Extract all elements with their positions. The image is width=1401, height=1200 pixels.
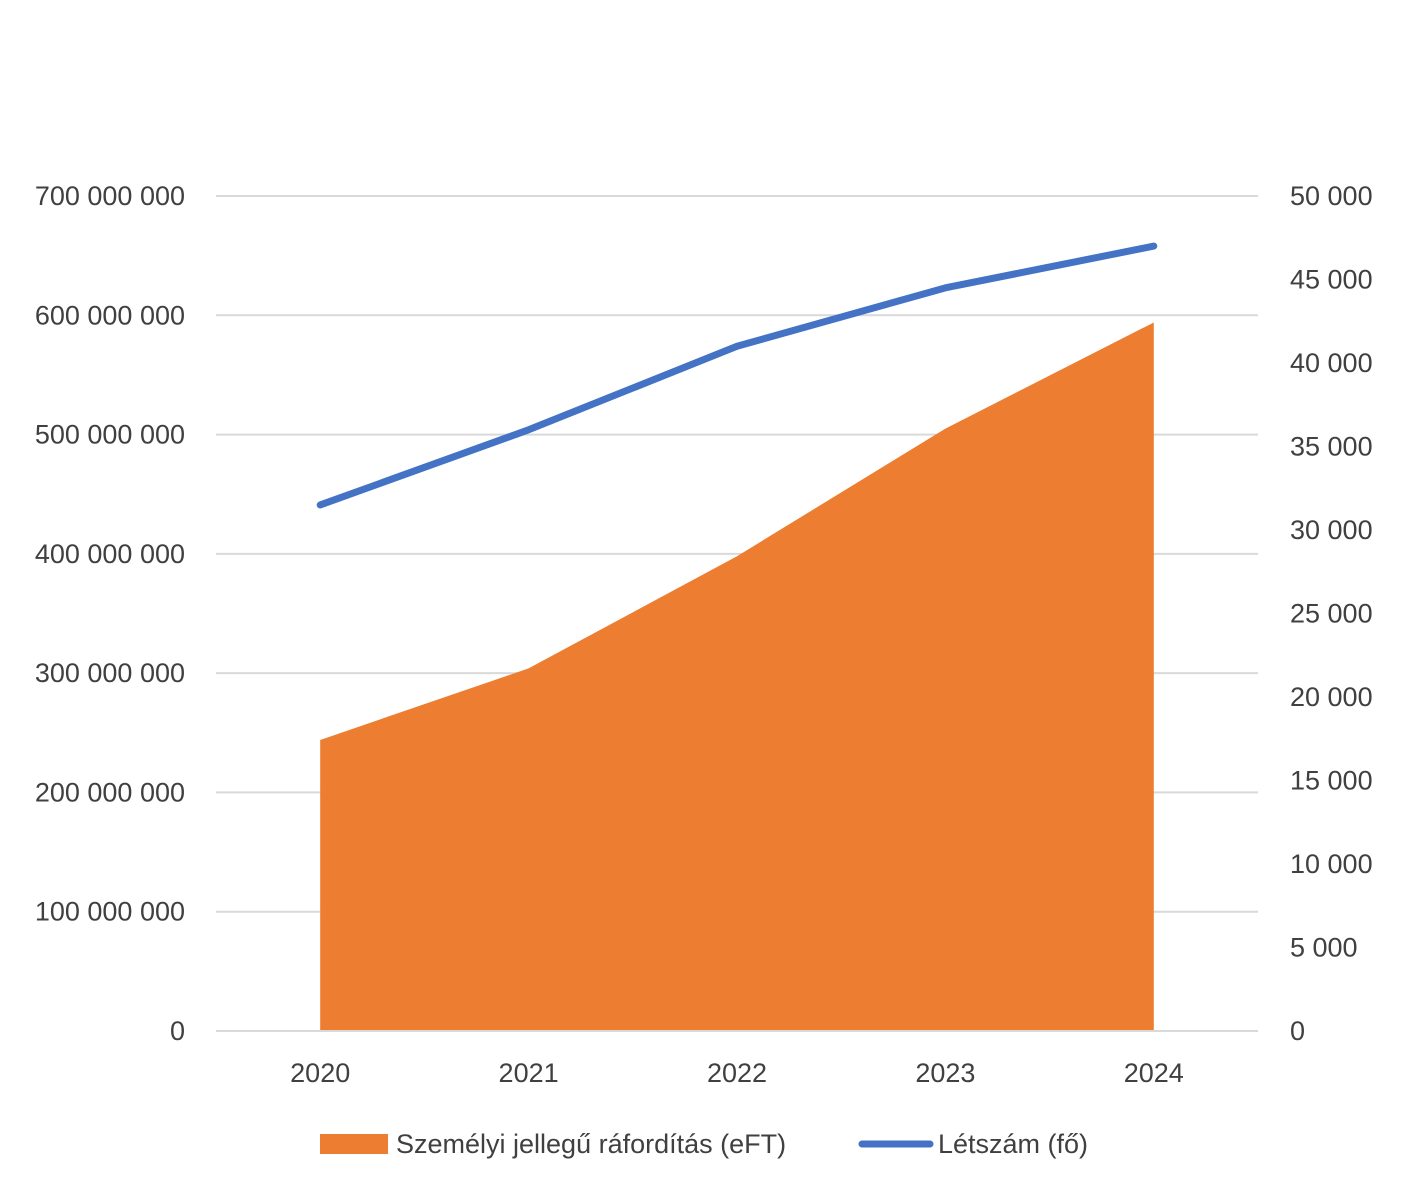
left-tick-label: 100 000 000 [35,897,185,927]
line-series-letszam [316,242,1158,509]
legend-item-area: Személyi jellegű ráfordítás (eFT) [320,1129,786,1159]
legend-label-area: Személyi jellegű ráfordítás (eFT) [396,1129,786,1159]
right-tick-label: 20 000 [1290,682,1373,712]
right-tick-label: 40 000 [1290,348,1373,378]
right-tick-label: 30 000 [1290,515,1373,545]
area-series-layer [320,322,1154,1031]
x-tick-label: 2021 [499,1058,559,1088]
x-tick-label: 2022 [707,1058,767,1088]
left-tick-label: 400 000 000 [35,539,185,569]
right-tick-label: 25 000 [1290,599,1373,629]
legend: Személyi jellegű ráfordítás (eFT) Létszá… [320,1129,1088,1159]
legend-item-line: Létszám (fő) [858,1129,1088,1159]
right-tick-label: 50 000 [1290,181,1373,211]
right-tick-label: 0 [1290,1016,1305,1046]
area-series-szemelyi-raforditas [320,322,1154,1031]
left-tick-label: 600 000 000 [35,300,185,330]
left-tick-label: 700 000 000 [35,181,185,211]
right-tick-label: 45 000 [1290,265,1373,295]
right-tick-label: 10 000 [1290,849,1373,879]
line-series-layer [316,242,1158,509]
right-tick-label: 5 000 [1290,933,1358,963]
legend-label-line: Létszám (fő) [938,1129,1088,1159]
left-tick-label: 200 000 000 [35,777,185,807]
right-tick-label: 35 000 [1290,432,1373,462]
right-tick-label: 15 000 [1290,766,1373,796]
x-tick-label: 2024 [1124,1058,1184,1088]
x-axis: 2020 2021 2022 2023 2024 [216,1030,1258,1088]
left-tick-label: 300 000 000 [35,658,185,688]
legend-swatch-area [320,1134,388,1154]
x-tick-label: 2020 [290,1058,350,1088]
right-axis: 0 5 000 10 000 15 000 20 000 25 000 30 000 35 0… [1290,181,1373,1046]
left-tick-label: 0 [170,1016,185,1046]
x-tick-label: 2023 [915,1058,975,1088]
left-axis: 0 100 000 000 200 000 000 300 000 000 400 00… [35,181,185,1046]
left-tick-label: 500 000 000 [35,420,185,450]
